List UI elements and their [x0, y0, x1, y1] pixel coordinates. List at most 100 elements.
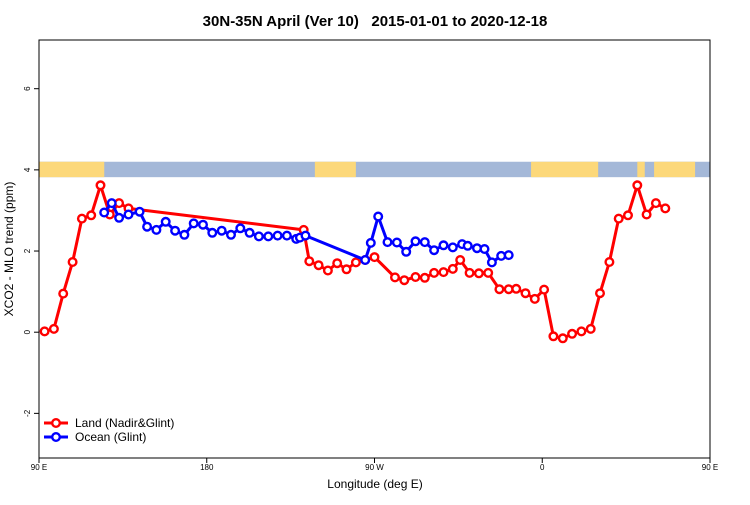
legend-label: Ocean (Glint): [75, 430, 146, 444]
data-point-ocean: [447, 242, 458, 253]
y-tick-label: 2: [23, 248, 32, 253]
data-point-ocean: [410, 236, 421, 247]
data-point-ocean: [99, 207, 110, 218]
data-point-ocean: [479, 243, 490, 254]
data-point-ocean: [419, 237, 430, 248]
data-point-land: [390, 272, 401, 283]
data-point-ocean: [462, 240, 473, 251]
data-point-ocean: [365, 237, 376, 248]
data-point-land: [473, 268, 484, 279]
data-point-land: [604, 257, 615, 268]
data-point-ocean: [207, 227, 218, 238]
legend-swatch-marker: [51, 418, 62, 429]
ocean-strip: [39, 161, 710, 178]
data-point-land: [76, 213, 87, 224]
data-point-ocean: [272, 230, 283, 241]
data-point-land: [613, 213, 624, 224]
x-axis: 90 E 180 90 W 0 90 E: [31, 458, 718, 472]
data-point-land: [322, 265, 333, 276]
x-axis-label: Longitude (deg E): [327, 477, 422, 491]
legend-item-land: Land (Nadir&Glint): [44, 416, 174, 430]
data-point-land: [447, 263, 458, 274]
data-point-ocean: [373, 211, 384, 222]
y-axis-label: XCO2 - MLO trend (ppm): [2, 182, 16, 317]
data-point-ocean: [235, 223, 246, 234]
data-point-land: [58, 288, 69, 299]
data-point-land: [410, 272, 421, 283]
data-point-land: [464, 267, 475, 278]
legend: Land (Nadir&Glint)Ocean (Glint): [44, 416, 174, 444]
data-point-land: [576, 326, 587, 337]
y-axis: -2 0 2 4 6: [23, 86, 39, 417]
data-point-ocean: [123, 209, 134, 220]
x-tick-label: 0: [540, 463, 545, 472]
data-point-land: [511, 283, 522, 294]
data-point-land: [369, 252, 380, 263]
data-point-ocean: [225, 229, 236, 240]
y-tick-label: -2: [23, 409, 32, 417]
data-point-ocean: [429, 245, 440, 256]
land-ocean-strip: [39, 161, 710, 178]
data-point-ocean: [503, 250, 514, 261]
data-point-land: [632, 180, 643, 191]
land-segment: [314, 161, 356, 178]
y-tick-label: 4: [23, 167, 32, 172]
legend-swatch-marker: [51, 432, 62, 443]
data-point-ocean: [216, 225, 227, 236]
data-point-land: [341, 264, 352, 275]
data-point-ocean: [114, 212, 125, 223]
data-point-ocean: [391, 237, 402, 248]
y-tick-label: 6: [23, 86, 32, 91]
data-point-land: [529, 293, 540, 304]
data-point-land: [455, 255, 466, 266]
data-point-ocean: [360, 255, 371, 266]
series-land: [39, 180, 671, 344]
data-point-ocean: [134, 206, 145, 217]
data-point-ocean: [170, 225, 181, 236]
land-segment: [531, 161, 599, 178]
x-tick-label: 90 E: [31, 463, 47, 472]
data-point-land: [567, 328, 578, 339]
x-tick-label: 90 E: [702, 463, 718, 472]
data-point-ocean: [300, 230, 311, 241]
y-tick-label: 0: [23, 329, 32, 334]
data-point-ocean: [244, 227, 255, 238]
data-point-ocean: [197, 219, 208, 230]
data-point-land: [557, 333, 568, 344]
data-point-land: [350, 257, 361, 268]
data-point-land: [332, 258, 343, 269]
data-point-land: [438, 267, 449, 278]
data-point-land: [520, 288, 531, 299]
data-point-land: [660, 203, 671, 214]
data-point-land: [67, 257, 78, 268]
data-point-land: [539, 284, 550, 295]
data-point-land: [48, 323, 59, 334]
data-point-ocean: [151, 224, 162, 235]
data-point-ocean: [401, 246, 412, 257]
data-point-land: [86, 210, 97, 221]
data-point-land: [595, 288, 606, 299]
data-point-land: [429, 267, 440, 278]
data-point-land: [641, 209, 652, 220]
data-point-land: [548, 331, 559, 342]
data-point-land: [623, 210, 634, 221]
data-point-ocean: [438, 240, 449, 251]
data-point-ocean: [263, 231, 274, 242]
data-point-land: [585, 323, 596, 334]
data-point-land: [650, 198, 661, 209]
data-point-ocean: [106, 198, 117, 209]
land-segment: [39, 161, 105, 178]
series-layer: [39, 180, 671, 344]
data-point-ocean: [142, 221, 153, 232]
data-point-land: [313, 260, 324, 271]
x-tick-label: 180: [200, 463, 214, 472]
data-point-ocean: [253, 231, 264, 242]
data-point-land: [419, 272, 430, 283]
data-point-land: [483, 267, 494, 278]
data-point-land: [95, 180, 106, 191]
land-segment: [637, 161, 645, 178]
data-point-land: [39, 326, 50, 337]
data-point-ocean: [160, 216, 171, 227]
